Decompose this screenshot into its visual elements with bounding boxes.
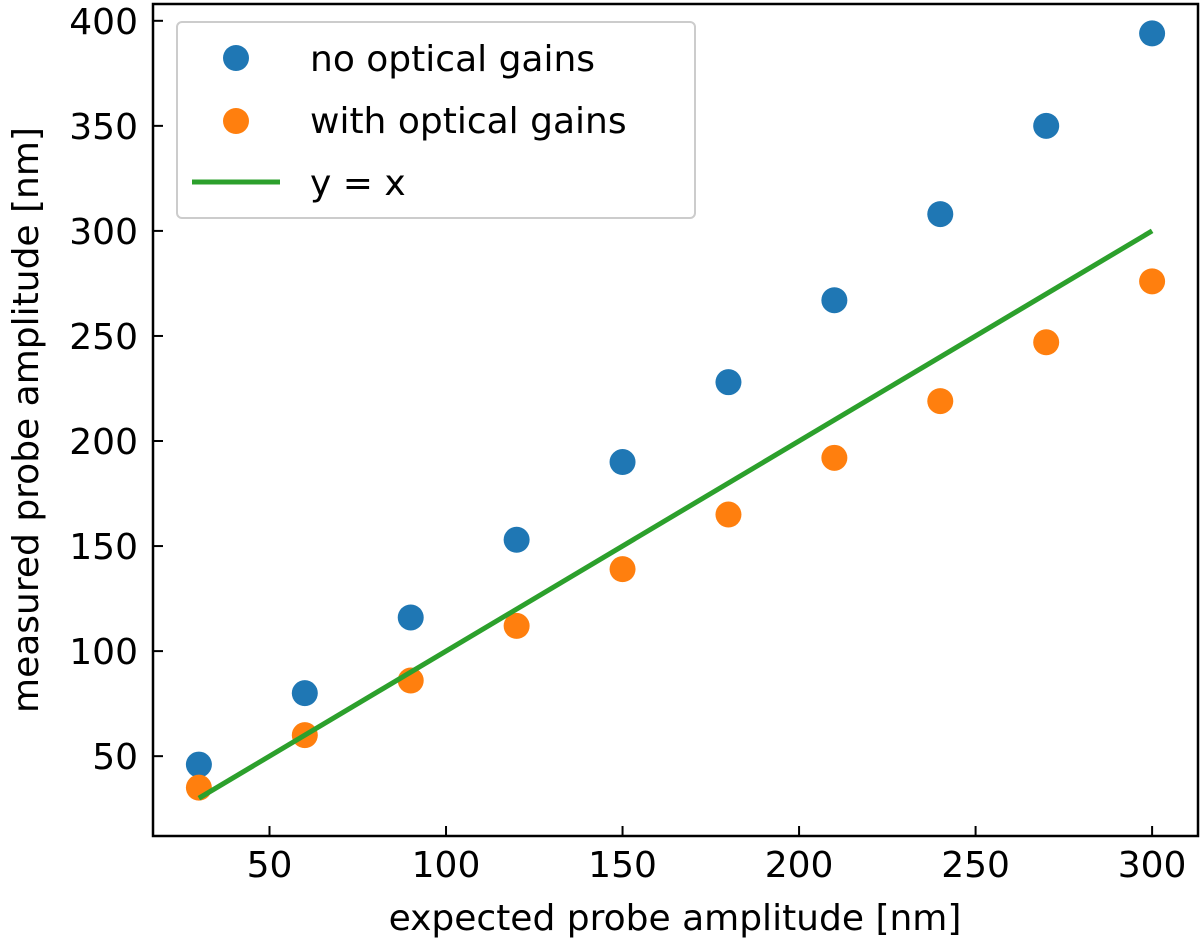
- series-y-x: [197, 228, 1154, 801]
- point-no-optical-gains-30: [185, 751, 212, 778]
- legend-marker-no-optical-gains: [223, 45, 249, 71]
- y-axis-label: measured probe amplitude [nm]: [6, 127, 47, 713]
- x-tick-label-300: 300: [1118, 845, 1187, 886]
- x-tick-label-50: 50: [247, 845, 293, 886]
- point-with-optical-gains-270: [1033, 329, 1060, 356]
- line-y-x: [197, 228, 1154, 801]
- y-tick-label-150: 150: [69, 527, 138, 568]
- y-tick-label-300: 300: [69, 212, 138, 253]
- point-with-optical-gains-300: [1139, 268, 1166, 295]
- y-tick-label-350: 350: [69, 107, 138, 148]
- y-tick-label-100: 100: [69, 632, 138, 673]
- plot-series: [185, 20, 1166, 801]
- legend-label-with-optical-gains: with optical gains: [310, 101, 627, 142]
- y-tick-label-250: 250: [69, 317, 138, 358]
- series-no-optical-gains: [185, 20, 1166, 778]
- point-no-optical-gains-90: [397, 604, 424, 631]
- x-axis-label: expected probe amplitude [nm]: [389, 898, 962, 939]
- legend-marker-with-optical-gains: [223, 108, 249, 134]
- legend: no optical gains with optical gains y = …: [176, 21, 696, 219]
- axis-ticks: 50 100 150 200 250 300 50 100 150 200 250 300 350 400: [69, 2, 1186, 886]
- point-no-optical-gains-270: [1033, 112, 1060, 139]
- plot-frame: [151, 2, 1200, 838]
- x-tick-label-200: 200: [765, 845, 834, 886]
- legend-label-no-optical-gains: no optical gains: [310, 39, 595, 80]
- point-with-optical-gains-210: [821, 444, 848, 471]
- legend-box: [176, 21, 696, 219]
- legend-label-y-equals-x: y = x: [310, 163, 406, 204]
- point-with-optical-gains-150: [609, 556, 636, 583]
- x-tick-label-250: 250: [941, 845, 1010, 886]
- point-with-optical-gains-180: [715, 501, 742, 528]
- y-tick-label-400: 400: [69, 2, 138, 43]
- y-tick-label-200: 200: [69, 422, 138, 463]
- point-with-optical-gains-120: [503, 612, 530, 639]
- point-no-optical-gains-180: [715, 369, 742, 396]
- point-no-optical-gains-60: [291, 680, 318, 707]
- point-no-optical-gains-210: [821, 287, 848, 314]
- point-with-optical-gains-240: [927, 388, 954, 415]
- x-tick-label-100: 100: [412, 845, 481, 886]
- point-no-optical-gains-240: [927, 201, 954, 228]
- point-no-optical-gains-300: [1139, 20, 1166, 47]
- point-no-optical-gains-120: [503, 526, 530, 553]
- y-tick-label-50: 50: [92, 737, 138, 778]
- x-tick-label-150: 150: [588, 845, 657, 886]
- point-no-optical-gains-150: [609, 449, 636, 476]
